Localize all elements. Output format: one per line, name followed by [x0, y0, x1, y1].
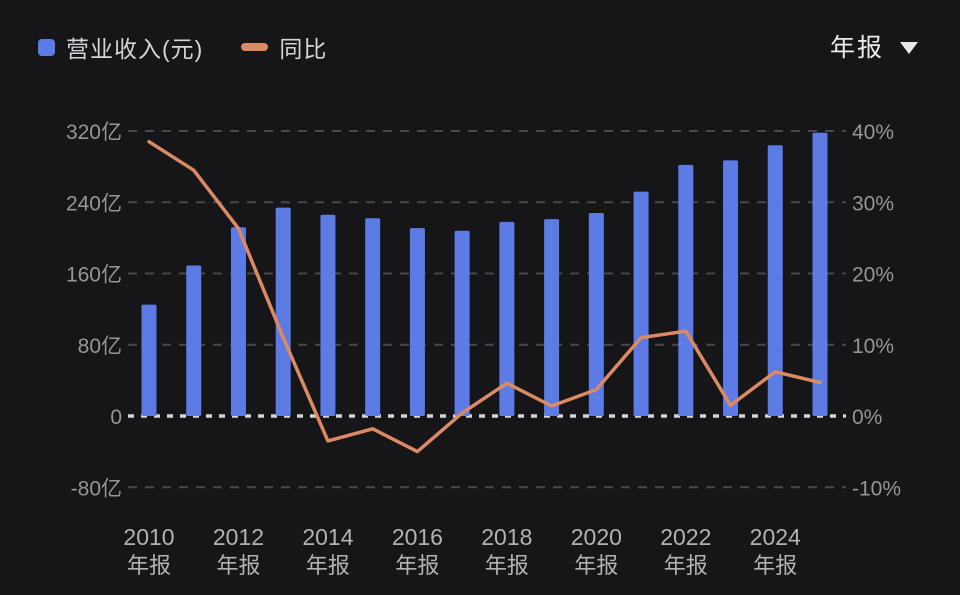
revenue-bar-2016年报[interactable]: [409, 228, 425, 416]
legend-yoy-label: 同比: [279, 36, 328, 62]
chart-header: 营业收入(元) 同比 年报: [0, 0, 960, 70]
period-selector-label: 年报: [829, 34, 884, 62]
right-axis-tick: -10%: [852, 477, 901, 500]
x-axis-tick-year: 2018: [481, 524, 532, 550]
left-axis-tick: 0: [110, 406, 122, 429]
revenue-bar-2012年报[interactable]: [230, 227, 246, 416]
legend-revenue-label: 营业收入(元): [66, 36, 204, 62]
revenue-bar-2025年报[interactable]: [812, 132, 828, 416]
x-axis-tick-year: 2012: [213, 524, 264, 550]
revenue-bar-2022年报[interactable]: [678, 164, 694, 416]
revenue-bar-2018年报[interactable]: [499, 221, 515, 416]
revenue-bar-2017年报[interactable]: [454, 230, 470, 416]
right-axis-tick: 20%: [852, 264, 894, 287]
left-axis-tick: -80亿: [71, 477, 122, 500]
yoy-line[interactable]: [147, 139, 822, 454]
x-axis-tick-year: 2024: [750, 524, 801, 550]
left-axis-tick: 240亿: [66, 192, 122, 215]
x-axis-tick-period: 年报: [216, 553, 260, 578]
x-axis-tick-year: 2014: [302, 524, 353, 550]
revenue-bar-2019年报[interactable]: [544, 219, 560, 416]
revenue-bar-2020年报[interactable]: [588, 212, 604, 416]
x-axis-tick-year: 2010: [123, 524, 174, 550]
right-axis-tick: 40%: [852, 121, 894, 144]
revenue-bar-swatch-icon: [38, 38, 55, 56]
x-axis-tick-period: 年报: [395, 553, 439, 578]
legend: 营业收入(元) 同比: [38, 30, 355, 64]
left-axis-tick: 320亿: [66, 121, 122, 144]
x-axis-tick-period: 年报: [306, 553, 350, 578]
revenue-bar-2015年报[interactable]: [365, 218, 381, 416]
x-axis-tick-period: 年报: [574, 553, 618, 578]
revenue-bar-2024年报[interactable]: [767, 145, 783, 416]
revenue-bar-2011年报[interactable]: [186, 265, 202, 416]
revenue-bar-2013年报[interactable]: [275, 207, 291, 416]
legend-item-revenue: 营业收入(元): [38, 30, 203, 64]
x-axis-tick-year: 2016: [392, 524, 443, 550]
x-axis-tick-period: 年报: [664, 553, 708, 578]
x-axis-tick-period: 年报: [485, 553, 529, 578]
yoy-line-swatch-icon: [241, 43, 269, 51]
right-axis-tick: 0%: [852, 406, 882, 429]
x-axis-tick-period: 年报: [753, 553, 797, 578]
revenue-bar-2010年报[interactable]: [141, 304, 157, 416]
x-axis-tick-year: 2022: [660, 524, 711, 550]
caret-down-icon: [900, 41, 918, 54]
right-axis-tick: 30%: [852, 192, 894, 215]
revenue-bar-2014年报[interactable]: [320, 214, 336, 416]
revenue-bar-2021年报[interactable]: [633, 191, 649, 416]
left-axis-tick: 160亿: [66, 264, 122, 287]
period-selector-dropdown[interactable]: 年报: [830, 28, 918, 64]
left-axis-tick: 80亿: [78, 335, 122, 358]
legend-item-yoy: 同比: [241, 30, 327, 64]
right-axis-tick: 10%: [852, 335, 894, 358]
x-axis-tick-year: 2020: [571, 524, 622, 550]
x-axis-tick-period: 年报: [127, 553, 171, 578]
revenue-bar-2023年报[interactable]: [723, 160, 739, 416]
